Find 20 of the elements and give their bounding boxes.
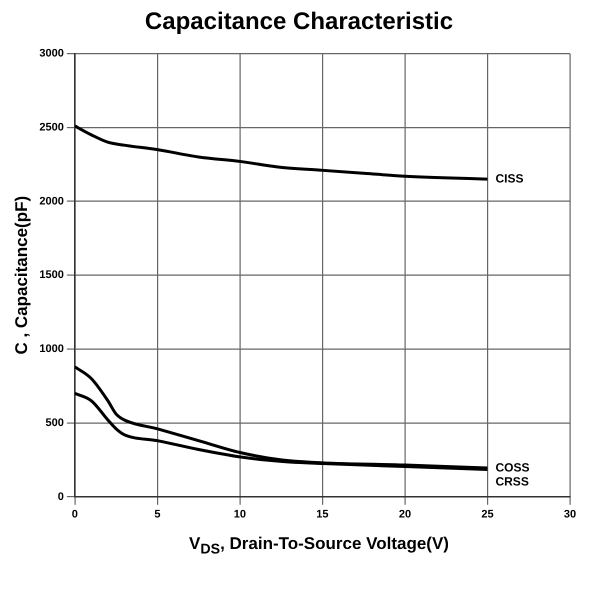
x-tick-label: 25 bbox=[481, 508, 494, 520]
series-label: CISS bbox=[495, 171, 524, 186]
chart-title: Capacitance Characteristic bbox=[144, 8, 454, 36]
series-label: CRSS bbox=[495, 474, 529, 488]
x-axis-title: V$_{DS}$, Drain-To-Source Voltage(V) bbox=[188, 534, 450, 558]
y-tick-label: 0 bbox=[58, 490, 64, 503]
x-tick-label: 30 bbox=[564, 508, 576, 520]
y-tick-label: 2000 bbox=[39, 195, 64, 208]
y-tick-label: 3000 bbox=[39, 48, 64, 60]
x-tick-label: 15 bbox=[316, 508, 329, 520]
x-tick-label: 0 bbox=[72, 508, 78, 520]
y-tick-label: 2500 bbox=[39, 122, 64, 134]
y-tick-label: 1500 bbox=[39, 269, 64, 282]
y-axis-title: C , Capacitance(pF) bbox=[12, 196, 31, 355]
y-tick-label: 500 bbox=[46, 416, 64, 429]
x-tick-label: 20 bbox=[398, 508, 412, 520]
series-label: COSS bbox=[495, 460, 530, 474]
x-tick-label: 10 bbox=[234, 508, 246, 520]
x-tick-label: 5 bbox=[154, 508, 160, 520]
y-tick-label: 1000 bbox=[39, 343, 64, 356]
